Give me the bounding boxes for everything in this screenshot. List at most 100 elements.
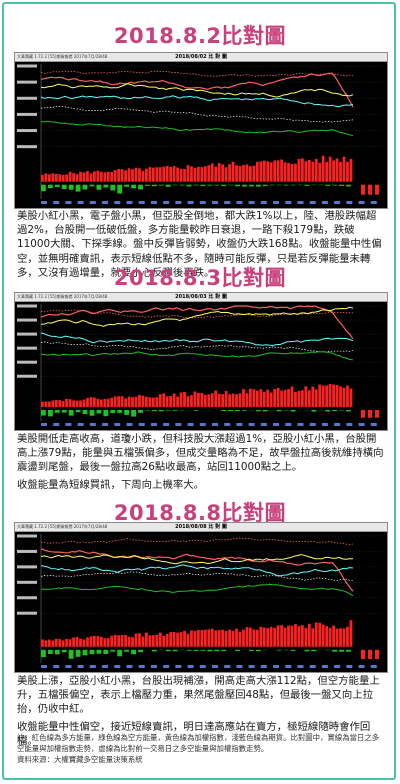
x-axis-tick [224,423,231,426]
volume-bar [162,393,166,407]
volume-bar [127,396,131,407]
section-text-2: 美股開低走高收高，道瓊小跌，但科技股大漲超過1%，亞股小紅小黑，台股開高上漲79… [17,432,385,492]
sub-bar [235,184,240,187]
volume-bar [99,399,103,407]
volume-bar [68,639,72,647]
x-axis-tick [199,201,206,204]
sub-bar [131,649,136,655]
sub-bar [255,409,261,412]
x-axis-tick [297,423,304,426]
sub-bar [262,409,268,412]
x-axis-tick [89,423,96,426]
volume-bar [311,161,315,182]
chart-date-label: 2018/08/08 比 對 圖 [175,524,227,530]
sub-bar [138,649,143,653]
x-axis-tick [53,423,60,426]
x-axis-tick [334,201,341,204]
x-axis-tick [53,665,60,668]
sub-bar [235,409,240,412]
volume-bar [169,632,173,647]
volume-bar [242,164,245,182]
sub-bar [61,184,67,190]
sub-bar [214,184,220,186]
volume-bar [228,394,231,407]
volume-bar [138,168,141,182]
y-axis-tick [17,332,37,336]
volume-bar [89,636,93,647]
x-axis-tick [150,423,157,426]
volume-bar [231,630,235,647]
sub-bar [75,184,81,192]
chart-screenshot-2: 大華寶藏 1.72.2 [55]期貨報價 2017年7月/28/48 2018/… [14,292,388,431]
volume-bar [155,397,159,407]
volume-bar [141,636,145,647]
volume-bar [193,391,197,407]
sub-bar [165,184,171,187]
x-axis-tick [358,665,365,668]
volume-bar [221,394,225,407]
volume-bar [99,636,103,647]
volume-bar [151,635,155,647]
volume-bar [266,161,270,182]
volume-bar [176,167,179,182]
volume-bar [217,163,221,182]
volume-bar [214,390,218,407]
sub-bar [89,184,95,187]
volume-bar [349,620,353,647]
volume-bar [283,627,287,647]
volume-bar [176,632,179,647]
volume-bar [200,167,204,182]
sub-bar [339,184,344,186]
x-axis-tick [212,423,218,426]
volume-bar [148,397,152,407]
sub-bar [228,409,234,412]
sub-bar [165,409,171,411]
sub-bar [82,409,88,415]
volume-bar [266,389,270,407]
sub-bar [214,649,220,652]
volume-bar [197,629,200,647]
x-axis-tick [248,201,255,204]
sub-bar [151,409,157,412]
volume-bar [245,627,249,647]
chart-canvas-3 [15,532,387,672]
sub-bar [207,184,213,186]
x-axis-tick [150,665,157,668]
sub-bar [221,184,227,187]
x-axis-tick [260,201,267,204]
x-axis-tick [224,201,231,204]
series-line [40,564,354,577]
series-line [40,306,354,327]
volume-bar [158,167,162,182]
x-axis-tick [126,665,133,668]
volume-bar [61,174,65,182]
section-text-1: 美股小紅小黑，電子盤小黑，但亞股全倒地，都大跌1%以上，陸、港股跌幅超過2%，台… [17,209,385,280]
chart-window-bar: 大華寶藏 1.72.2 [55]期貨報價 2017年7月/28/48 2018/… [15,523,387,532]
volume-bar [283,162,287,182]
volume-bar [252,165,256,182]
volume-bar [197,392,200,407]
x-axis-tick [41,665,47,668]
x-axis-tick [334,423,341,426]
volume-bar [280,625,283,647]
volume-bar [155,634,159,647]
volume-bar [145,168,148,182]
volume-bar [307,390,311,407]
volume-bar [290,163,294,182]
x-axis-tick [114,423,121,426]
x-axis-tick [102,201,109,204]
volume-bar [141,170,145,182]
volume-bar [96,398,100,407]
sub-bar [255,184,261,187]
volume-bar [165,396,169,407]
x-axis-tick [260,665,267,668]
volume-bar [68,399,72,407]
volume-bar [120,396,124,407]
sub-bar [117,409,123,413]
volume-bar [179,632,183,647]
sub-bar [368,184,372,195]
volume-bar [47,639,51,647]
volume-bar [307,159,311,182]
series-line [40,554,354,565]
volume-bar [183,391,186,407]
